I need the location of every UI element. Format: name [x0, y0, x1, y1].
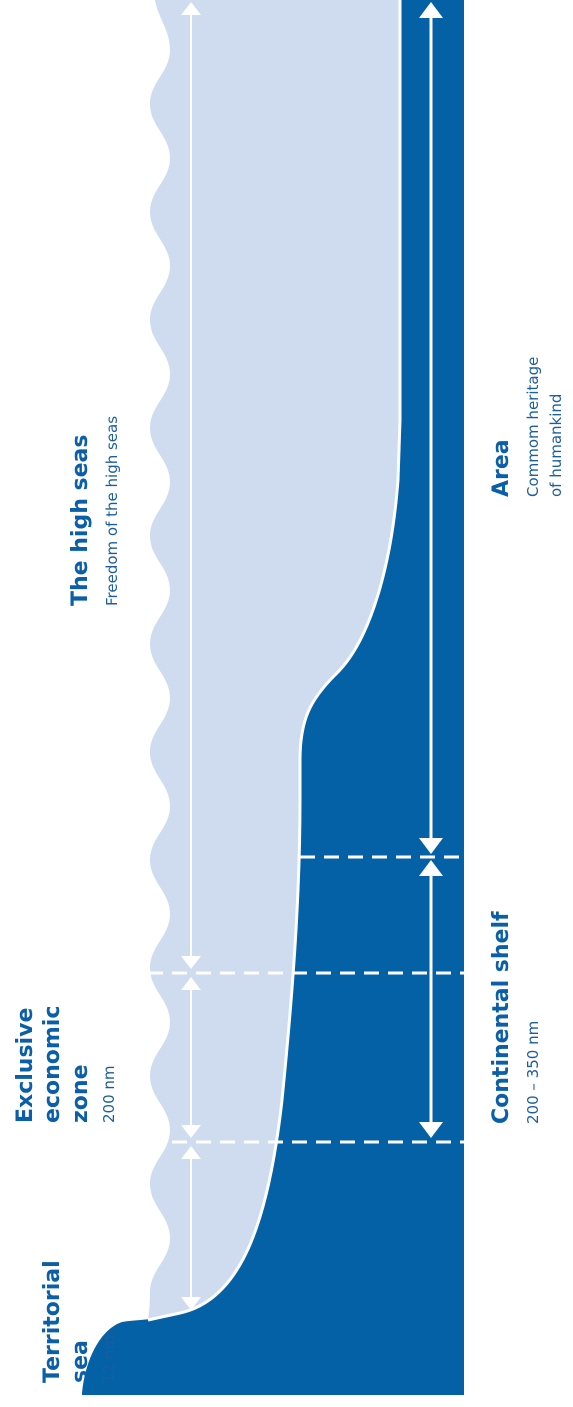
- eez-name-2: economic: [40, 1006, 65, 1123]
- area-arrow-head-bottom: [419, 838, 443, 854]
- shelf-arrow-head-bottom: [419, 1122, 443, 1138]
- seabed-outline: [147, 0, 402, 1322]
- territorial-arrow-head-top: [181, 1146, 201, 1159]
- label-high-seas: The high seas Freedom of the high seas: [68, 416, 121, 606]
- eez-distance: 200 nm: [100, 1065, 118, 1123]
- territorial-sea-name-2: sea: [68, 1340, 93, 1383]
- area-name: Area: [489, 439, 514, 497]
- label-area: Area Commom heritage of humankind: [489, 357, 565, 497]
- area-subtitle-1: Commom heritage: [524, 357, 542, 497]
- territorial-sea-distance: 12 nm: [100, 1335, 118, 1383]
- continental-shelf-distance: 200 – 350 nm: [524, 1021, 542, 1124]
- seabed: [82, 0, 464, 1395]
- seabed-arrows: [419, 2, 443, 1138]
- high-seas-subtitle: Freedom of the high seas: [103, 416, 121, 606]
- continental-shelf-name: Continental shelf: [489, 911, 514, 1124]
- eez-name-3: zone: [68, 1064, 93, 1123]
- territorial-arrow-head-bottom: [181, 1297, 201, 1310]
- zone-boundaries: [148, 855, 464, 1144]
- label-eez: Exclusive economic zone 200 nm: [13, 1006, 118, 1123]
- eez-arrow-head-top: [181, 977, 201, 990]
- water-arrows: [181, 2, 201, 1310]
- eez-name-1: Exclusive: [13, 1008, 38, 1123]
- area-arrow-head-top: [419, 2, 443, 18]
- eez-arrow-head-bottom: [181, 1125, 201, 1138]
- high-seas-arrow-head-top: [181, 2, 201, 15]
- high-seas-arrow-head-bottom: [181, 956, 201, 969]
- territorial-sea-name-1: Territorial: [40, 1260, 65, 1383]
- high-seas-name: The high seas: [68, 435, 93, 606]
- area-subtitle-2: of humankind: [547, 394, 565, 497]
- label-territorial-sea: Territorial sea 12 nm: [40, 1260, 118, 1383]
- shelf-arrow-head-top: [419, 860, 443, 876]
- label-continental-shelf: Continental shelf 200 – 350 nm: [489, 911, 542, 1124]
